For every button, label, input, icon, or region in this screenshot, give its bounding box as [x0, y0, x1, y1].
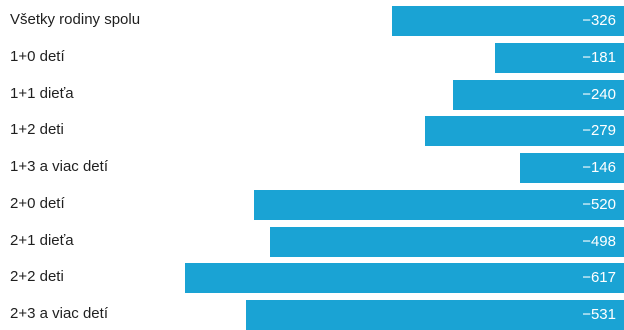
bar: −617 [185, 263, 624, 294]
bar: −326 [392, 6, 624, 36]
value-label: −617 [582, 269, 616, 287]
category-label: 2+0 detí [10, 194, 65, 212]
bar: −279 [425, 116, 624, 147]
bar: −181 [495, 42, 624, 73]
category-label: 1+0 detí [10, 47, 65, 65]
bar-row: 2+1 dieťa −498 [0, 225, 624, 257]
value-label: −326 [582, 12, 616, 29]
bar: −531 [246, 300, 624, 330]
category-label: 2+3 a viac detí [10, 305, 108, 322]
value-label: −531 [582, 306, 616, 323]
bar-row: 2+2 deti −617 [0, 261, 624, 294]
bar-row: Všetky rodiny spolu −326 [0, 4, 624, 36]
bar-row: 2+0 detí −520 [0, 188, 624, 220]
value-label: −279 [582, 122, 616, 140]
bar: −498 [269, 226, 624, 257]
value-label: −520 [582, 195, 616, 213]
bar: −146 [520, 153, 624, 183]
value-label: −146 [582, 159, 616, 176]
bar: −520 [254, 189, 624, 220]
bar-row: 2+3 a viac detí −531 [0, 298, 624, 330]
bar-row: 1+1 dieťa −240 [0, 78, 624, 110]
bar: −240 [453, 79, 624, 110]
category-label: 2+2 deti [10, 268, 64, 286]
category-label: Všetky rodiny spolu [10, 11, 141, 28]
bar-row: 1+2 deti −279 [0, 114, 624, 147]
category-label: 1+3 a viac detí [10, 158, 108, 175]
category-label: 1+1 dieťa [10, 84, 74, 102]
category-label: 1+2 deti [10, 121, 64, 139]
bar-row: 1+0 detí −181 [0, 41, 624, 73]
bar-row: 1+3 a viac detí −146 [0, 151, 624, 183]
value-label: −181 [582, 48, 616, 66]
value-label: −240 [582, 85, 616, 103]
category-label: 2+1 dieťa [10, 231, 74, 249]
value-label: −498 [582, 232, 616, 250]
